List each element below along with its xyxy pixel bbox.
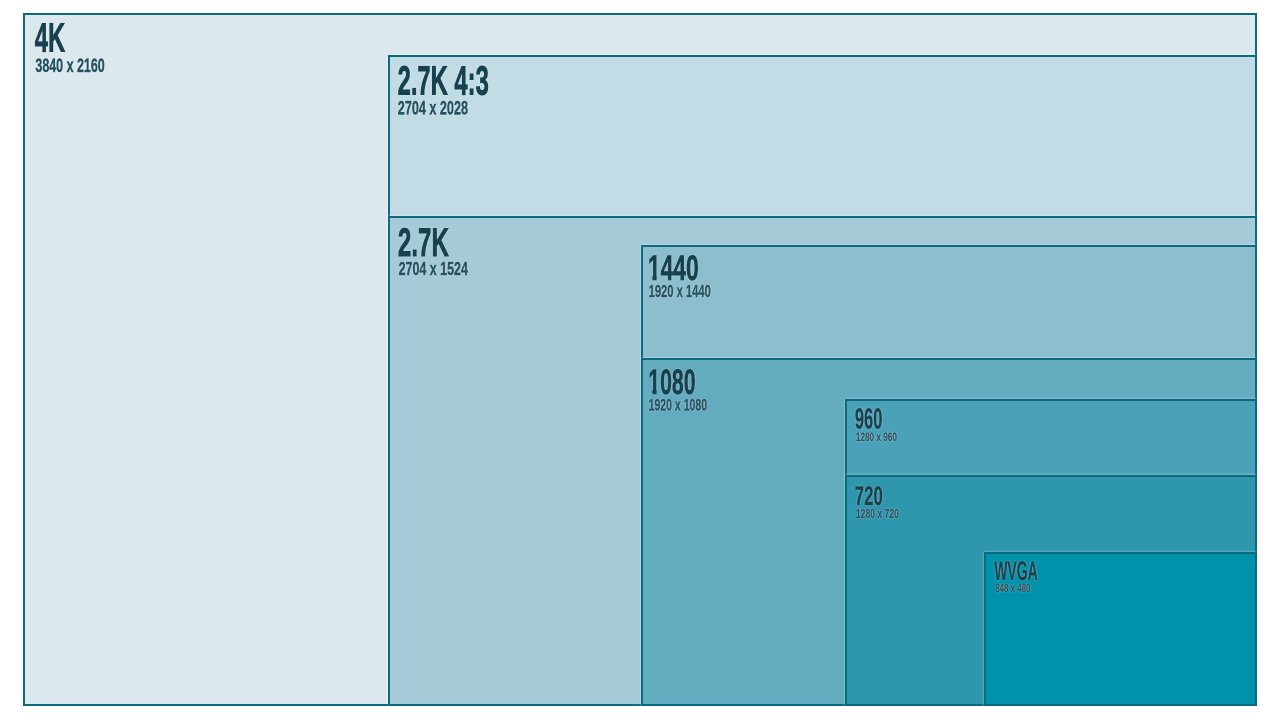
svg-text:WVGA: WVGA xyxy=(994,555,1038,586)
svg-text:848 x 480: 848 x 480 xyxy=(995,582,1030,595)
svg-text:2.7K: 2.7K xyxy=(398,221,449,265)
svg-text:1920 x 1080: 1920 x 1080 xyxy=(649,396,708,415)
svg-text:1280 x 960: 1280 x 960 xyxy=(856,430,897,444)
svg-text:1280 x 720: 1280 x 720 xyxy=(856,506,899,521)
svg-text:960: 960 xyxy=(855,404,883,436)
svg-text:2704 x 2028: 2704 x 2028 xyxy=(398,99,468,120)
svg-text:1440: 1440 xyxy=(648,248,699,288)
svg-text:4K: 4K xyxy=(35,15,65,61)
svg-text:1080: 1080 xyxy=(648,363,695,402)
svg-text:2.7K 4:3: 2.7K 4:3 xyxy=(398,58,489,104)
svg-text:3840 x 2160: 3840 x 2160 xyxy=(35,56,104,77)
svg-text:1920 x 1440: 1920 x 1440 xyxy=(649,281,711,301)
svg-text:720: 720 xyxy=(855,481,883,511)
svg-text:2704 x 1524: 2704 x 1524 xyxy=(399,258,469,279)
